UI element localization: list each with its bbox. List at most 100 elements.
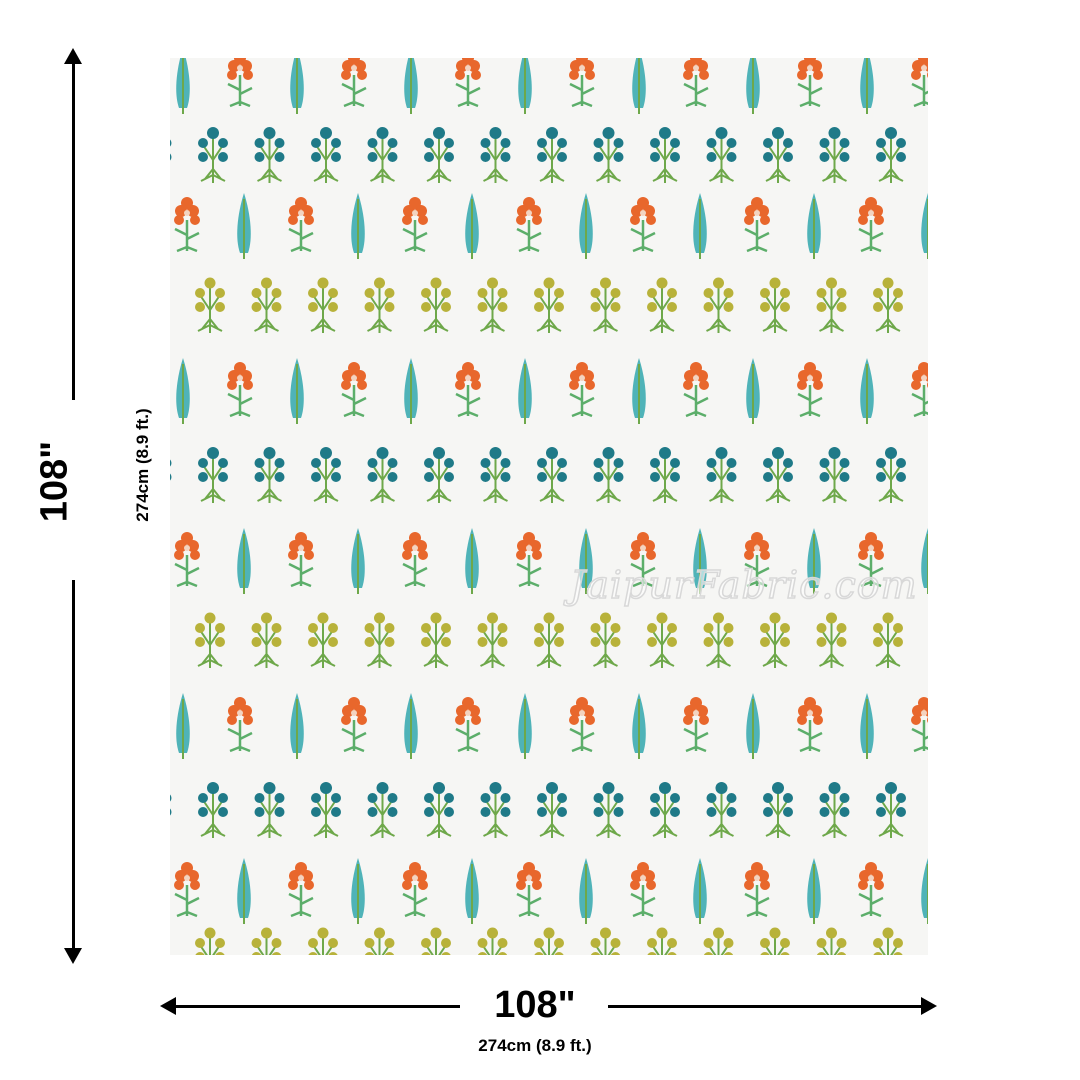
- yellow-motif: [872, 926, 904, 955]
- yellow-motif: [476, 926, 509, 955]
- teal-motif: [705, 781, 738, 839]
- teal-motif: [592, 126, 625, 184]
- tree-motif: [350, 192, 366, 260]
- teal-motif: [875, 781, 907, 839]
- orange-motif: [795, 58, 825, 108]
- orange-motif: [400, 860, 430, 918]
- teal-motif: [818, 781, 851, 839]
- tree-motif: [289, 357, 305, 425]
- orange-motif: [339, 360, 369, 418]
- yellow-motif: [476, 611, 509, 669]
- tree-motif: [236, 857, 252, 925]
- orange-motif: [172, 860, 202, 918]
- yellow-motif: [646, 611, 678, 669]
- teal-motif: [536, 781, 568, 839]
- tree-motif: [920, 527, 928, 595]
- tree-motif: [289, 692, 305, 760]
- teal-motif: [310, 446, 342, 504]
- orange-motif: [567, 58, 597, 108]
- yellow-motif: [250, 926, 283, 955]
- teal-motif: [366, 446, 399, 504]
- teal-motif: [818, 126, 851, 184]
- yellow-motif: [194, 276, 226, 334]
- orange-motif: [339, 695, 369, 753]
- tree-motif: [175, 58, 191, 115]
- yellow-motif: [872, 276, 904, 334]
- teal-motif: [705, 446, 738, 504]
- arrow-down-icon: [64, 948, 82, 964]
- arrow-up-icon: [64, 48, 82, 64]
- teal-motif: [423, 446, 455, 504]
- tree-motif: [920, 192, 928, 260]
- orange-motif: [514, 195, 544, 253]
- tree-motif: [236, 527, 252, 595]
- orange-motif: [856, 860, 886, 918]
- width-main: 108": [494, 984, 576, 1026]
- teal-motif: [479, 126, 512, 184]
- yellow-motif: [815, 611, 848, 669]
- teal-motif: [310, 126, 342, 184]
- teal-motif: [762, 781, 794, 839]
- height-main: 108": [33, 440, 76, 523]
- teal-motif: [875, 446, 907, 504]
- tree-motif: [631, 692, 647, 760]
- yellow-motif: [702, 611, 735, 669]
- arrow-left-icon: [160, 997, 176, 1015]
- tree-motif: [806, 857, 822, 925]
- teal-motif: [170, 781, 173, 839]
- orange-motif: [742, 860, 772, 918]
- watermark: JaipurFabric.com: [569, 562, 918, 608]
- orange-motif: [453, 695, 483, 753]
- tree-motif: [289, 58, 305, 115]
- orange-motif: [909, 360, 928, 418]
- orange-motif: [856, 195, 886, 253]
- yellow-motif: [476, 276, 509, 334]
- orange-motif: [514, 860, 544, 918]
- teal-motif: [170, 126, 173, 184]
- yellow-motif: [589, 276, 622, 334]
- yellow-motif: [872, 611, 904, 669]
- teal-motif: [479, 781, 512, 839]
- teal-motif: [536, 126, 568, 184]
- teal-motif: [253, 446, 286, 504]
- tree-motif: [806, 192, 822, 260]
- teal-motif: [197, 126, 229, 184]
- yellow-motif: [250, 611, 283, 669]
- yellow-motif: [759, 926, 791, 955]
- yellow-motif: [363, 926, 396, 955]
- height-sub: 274cm (8.9 ft.): [133, 408, 152, 522]
- tree-motif: [517, 357, 533, 425]
- tree-motif: [920, 857, 928, 925]
- teal-motif: [818, 446, 851, 504]
- yellow-motif: [420, 926, 452, 955]
- teal-motif: [197, 781, 229, 839]
- orange-motif: [742, 195, 772, 253]
- yellow-motif: [759, 611, 791, 669]
- width-sub: 274cm (8.9 ft.): [478, 1036, 592, 1055]
- tree-motif: [578, 857, 594, 925]
- tree-motif: [745, 58, 761, 115]
- orange-motif: [681, 58, 711, 108]
- orange-motif: [172, 195, 202, 253]
- teal-motif: [705, 126, 738, 184]
- teal-motif: [253, 781, 286, 839]
- tree-motif: [859, 58, 875, 115]
- tree-motif: [464, 527, 480, 595]
- teal-motif: [310, 781, 342, 839]
- teal-motif: [536, 446, 568, 504]
- yellow-motif: [363, 276, 396, 334]
- tree-motif: [859, 357, 875, 425]
- orange-motif: [400, 195, 430, 253]
- orange-motif: [681, 360, 711, 418]
- yellow-motif: [533, 926, 565, 955]
- orange-motif: [286, 860, 316, 918]
- yellow-motif: [702, 276, 735, 334]
- yellow-motif: [646, 926, 678, 955]
- teal-motif: [423, 781, 455, 839]
- orange-motif: [453, 360, 483, 418]
- orange-motif: [400, 530, 430, 588]
- orange-motif: [628, 195, 658, 253]
- fabric-print: JaipurFabric.com: [170, 58, 928, 955]
- tree-motif: [692, 192, 708, 260]
- width-dimension-line-right: [608, 1005, 926, 1008]
